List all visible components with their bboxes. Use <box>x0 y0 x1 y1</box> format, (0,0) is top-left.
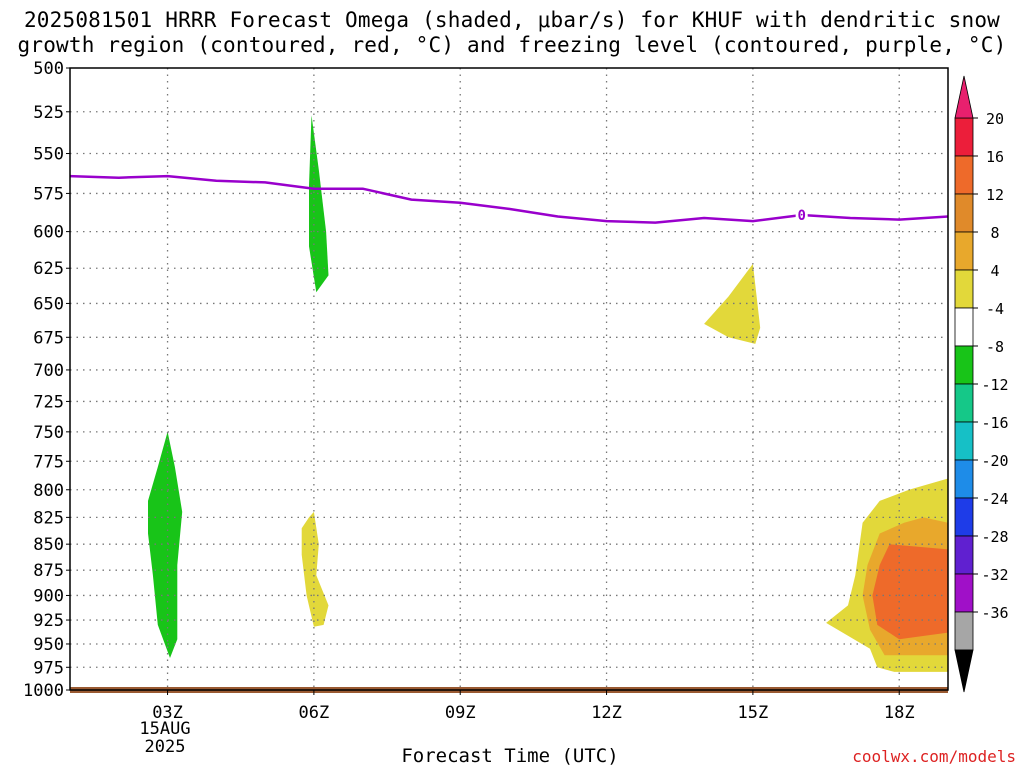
y-tick-label-650: 650 <box>33 294 64 314</box>
y-tick-label-800: 800 <box>33 481 64 501</box>
chart-title-line-2: growth region (contoured, red, °C) and f… <box>17 33 1007 57</box>
colorbar-segment-6 <box>954 345 974 385</box>
colorbar-segment-5 <box>954 307 974 347</box>
y-tick-label-825: 825 <box>33 508 64 528</box>
y-tick-label-675: 675 <box>33 328 64 348</box>
y-tick-label-725: 725 <box>33 392 64 412</box>
colorbar-label-5: -4 <box>986 300 1004 318</box>
colorbar-label-12: -32 <box>981 566 1008 584</box>
x-tick-label-18Z: 18Z <box>884 703 915 723</box>
colorbar-label-13: -36 <box>981 604 1008 622</box>
colorbar-label-11: -28 <box>981 528 1008 546</box>
y-tick-label-750: 750 <box>33 423 64 443</box>
colorbar-label-8: -16 <box>981 414 1008 432</box>
y-tick-label-975: 975 <box>33 658 64 678</box>
colorbar-label-10: -24 <box>981 490 1008 508</box>
colorbar-label-7: -12 <box>981 376 1008 394</box>
x-tick-label-12Z: 12Z <box>591 703 622 723</box>
omega-region-0 <box>148 431 183 658</box>
y-tick-label-700: 700 <box>33 361 64 381</box>
plot-frame <box>69 67 949 691</box>
y-tick-label-575: 575 <box>33 184 64 204</box>
x-tick-label-15Z: 15Z <box>738 703 769 723</box>
x-tick-label-09Z: 09Z <box>445 703 476 723</box>
omega-shading-layer <box>148 115 948 672</box>
colorbar-label-6: -8 <box>986 338 1004 356</box>
y-tick-label-525: 525 <box>33 103 64 123</box>
colorbar-segment-1 <box>954 155 974 195</box>
omega-region-6 <box>872 544 948 640</box>
omega-region-2 <box>301 511 329 627</box>
colorbar-segment-8 <box>954 421 974 461</box>
credit-link[interactable]: coolwx.com/models <box>852 747 1016 766</box>
grid-layer <box>70 68 948 690</box>
date-label-day: 15AUG <box>139 719 191 739</box>
colorbar-segment-9 <box>954 459 974 499</box>
colorbar-segment-0 <box>954 117 974 157</box>
colorbar-layer: 20 16 12 8 4 -4 -8 -12 -16 -20 -24 -28 -32 -36 <box>954 75 1009 693</box>
date-label: 15AUG 2025 <box>130 720 200 756</box>
date-label-year: 2025 <box>144 737 186 757</box>
omega-region-1 <box>309 115 329 293</box>
colorbar-segment-4 <box>954 269 974 309</box>
y-tick-label-925: 925 <box>33 611 64 631</box>
colorbar-segment-2 <box>954 193 974 233</box>
colorbar-top-arrow <box>954 75 974 119</box>
colorbar-label-1: 16 <box>986 148 1004 166</box>
colorbar-segment-3 <box>954 231 974 271</box>
freezing-level-line <box>69 174 949 224</box>
y-tick-label-875: 875 <box>33 561 64 581</box>
y-tick-label-500: 500 <box>33 59 64 79</box>
chart-title-line-1: 2025081501 HRRR Forecast Omega (shaded, … <box>23 8 1001 32</box>
y-tick-label-950: 950 <box>33 635 64 655</box>
omega-region-3 <box>704 263 761 344</box>
colorbar-segment-11 <box>954 535 974 575</box>
axes-layer: 500 525 550 575 600 625 650 675 700 725 750 775 800 8… <box>23 59 949 723</box>
y-tick-label-625: 625 <box>33 259 64 279</box>
colorbar-bottom-arrow <box>954 649 974 693</box>
colorbar-label-4: 4 <box>990 262 999 280</box>
colorbar-label-9: -20 <box>981 452 1008 470</box>
freezing-level-label-bg <box>795 207 808 224</box>
y-tick-label-900: 900 <box>33 586 64 606</box>
y-tick-label-1000: 1000 <box>23 681 64 701</box>
colorbar-label-0: 20 <box>986 110 1004 128</box>
colorbar-segment-12 <box>954 573 974 613</box>
colorbar-segment-7 <box>954 383 974 423</box>
x-tick-label-03Z: 03Z <box>152 703 183 723</box>
y-tick-label-850: 850 <box>33 535 64 555</box>
x-axis-label: Forecast Time (UTC) <box>401 745 619 767</box>
colorbar-label-3: 8 <box>990 224 999 242</box>
y-tick-label-550: 550 <box>33 145 64 165</box>
y-tick-label-775: 775 <box>33 452 64 472</box>
freezing-level-label: 0 <box>797 208 805 224</box>
x-tick-label-06Z: 06Z <box>299 703 330 723</box>
colorbar-segment-13 <box>954 611 974 651</box>
colorbar-label-2: 12 <box>986 186 1004 204</box>
y-tick-label-600: 600 <box>33 223 64 243</box>
freezing-level-layer: 0 <box>69 174 949 224</box>
colorbar-segment-10 <box>954 497 974 537</box>
